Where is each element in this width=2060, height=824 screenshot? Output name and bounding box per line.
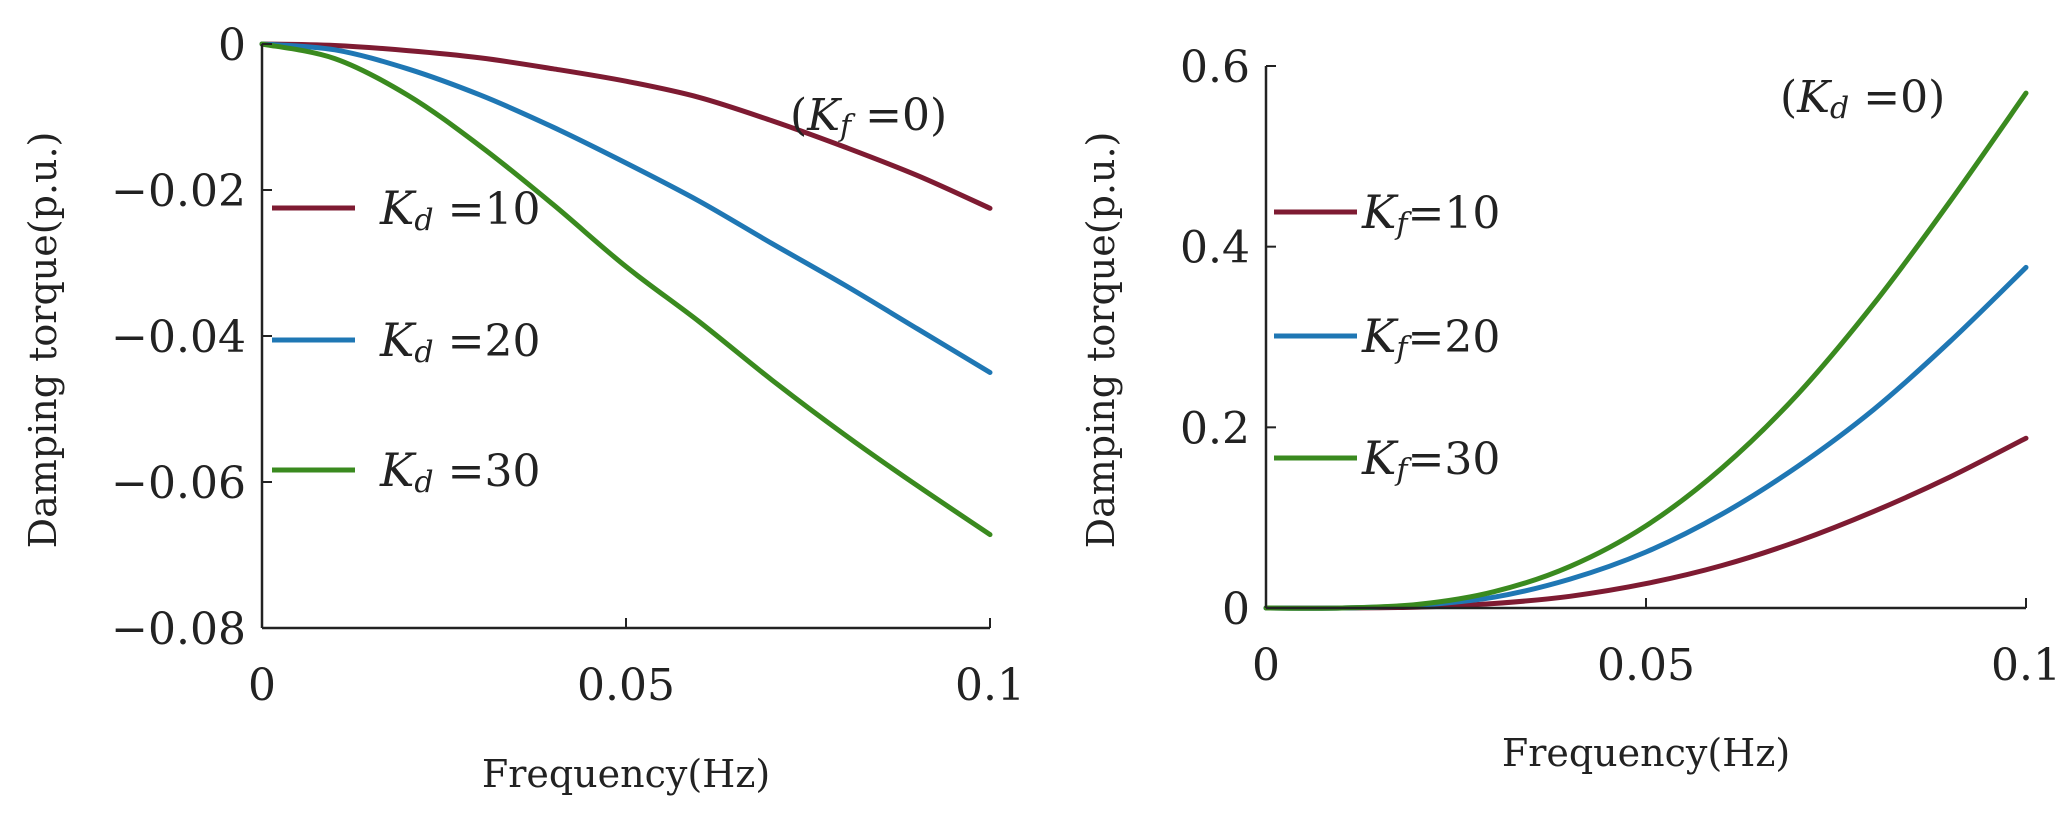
right-panel: 0 0.05 0.1 0 0.2 0.4 0.6 Frequency(Hz) Damping… — [1079, 42, 2060, 775]
left-annotation-var: K — [806, 90, 842, 141]
left-y-axis-title: Damping torque(p.u.) — [21, 132, 65, 549]
left-legend-label-2: Kd =30 — [379, 443, 540, 500]
right-legend-var-2: K — [1361, 431, 1399, 485]
right-annotation-sub: d — [1830, 91, 1849, 126]
right-legend: Kf=10 Kf=20 Kf=30 — [1274, 185, 1500, 488]
right-y-axis-title: Damping torque(p.u.) — [1079, 132, 1123, 549]
left-legend: Kd =10 Kd =20 Kd =30 — [272, 181, 540, 500]
right-y-tick-label-2: 0.4 — [1180, 223, 1250, 274]
left-annotation-rest: =0) — [851, 90, 947, 141]
left-legend-var-2: K — [379, 443, 417, 497]
left-x-tick-label-1: 0.05 — [577, 660, 675, 711]
right-legend-rest-1: =20 — [1407, 312, 1500, 363]
left-y-tick-label-3: −0.06 — [111, 458, 246, 509]
left-annotation-open: ( — [790, 90, 807, 141]
right-legend-rest-2: =30 — [1407, 434, 1500, 485]
left-series-line-1 — [259, 41, 993, 375]
left-legend-label-0: Kd =10 — [379, 181, 540, 238]
left-legend-rest-2: =30 — [434, 446, 541, 497]
right-x-axis-title: Frequency(Hz) — [1502, 731, 1790, 775]
left-ticks: 0 0.05 0.1 0 −0.02 −0.04 −0.06 −0.08 — [111, 20, 1025, 711]
right-y-tick-label-3: 0.6 — [1180, 42, 1250, 93]
right-annotation-var: K — [1796, 72, 1832, 123]
left-legend-rest-1: =20 — [434, 316, 541, 367]
left-x-axis-title: Frequency(Hz) — [482, 752, 770, 796]
right-x-tick-label-0: 0 — [1252, 640, 1280, 691]
left-y-tick-label-0: 0 — [218, 20, 246, 71]
right-legend-rest-0: =10 — [1407, 188, 1500, 239]
right-x-tick-label-2: 0.1 — [1991, 640, 2060, 691]
right-series-line-2 — [1263, 90, 2029, 611]
right-legend-label-0: Kf=10 — [1361, 185, 1500, 242]
left-panel: 0 0.05 0.1 0 −0.02 −0.04 −0.06 −0.08 Frequency(… — [21, 20, 1025, 796]
right-y-tick-label-0: 0 — [1222, 584, 1250, 635]
left-legend-sub-2: d — [414, 465, 433, 500]
left-y-tick-label-2: −0.04 — [111, 312, 246, 363]
left-series-line-2 — [259, 41, 993, 538]
right-condition-annotation: (Kd =0) — [1780, 72, 1945, 126]
right-x-tick-label-1: 0.05 — [1597, 640, 1695, 691]
left-series-lines — [259, 41, 993, 538]
right-legend-var-1: K — [1361, 309, 1399, 363]
right-legend-var-0: K — [1361, 185, 1399, 239]
left-series-line-0 — [259, 41, 993, 211]
right-annotation-open: ( — [1780, 72, 1797, 123]
left-condition-annotation: (Kf =0) — [790, 90, 947, 144]
left-legend-var-1: K — [379, 313, 417, 367]
left-x-tick-label-0: 0 — [248, 660, 276, 711]
left-legend-label-1: Kd =20 — [379, 313, 540, 370]
left-x-tick-label-2: 0.1 — [955, 660, 1025, 711]
left-legend-sub-1: d — [414, 335, 433, 370]
left-y-tick-label-1: −0.02 — [111, 166, 246, 217]
right-annotation-rest: =0) — [1849, 72, 1945, 123]
right-ticks: 0 0.05 0.1 0 0.2 0.4 0.6 — [1180, 42, 2060, 691]
left-legend-rest-0: =10 — [434, 184, 541, 235]
right-legend-label-2: Kf=30 — [1361, 431, 1500, 488]
left-y-tick-label-4: −0.08 — [111, 604, 246, 655]
left-legend-var-0: K — [379, 181, 417, 235]
right-legend-label-1: Kf=20 — [1361, 309, 1500, 366]
left-legend-sub-0: d — [414, 203, 433, 238]
right-y-tick-label-1: 0.2 — [1180, 403, 1250, 454]
